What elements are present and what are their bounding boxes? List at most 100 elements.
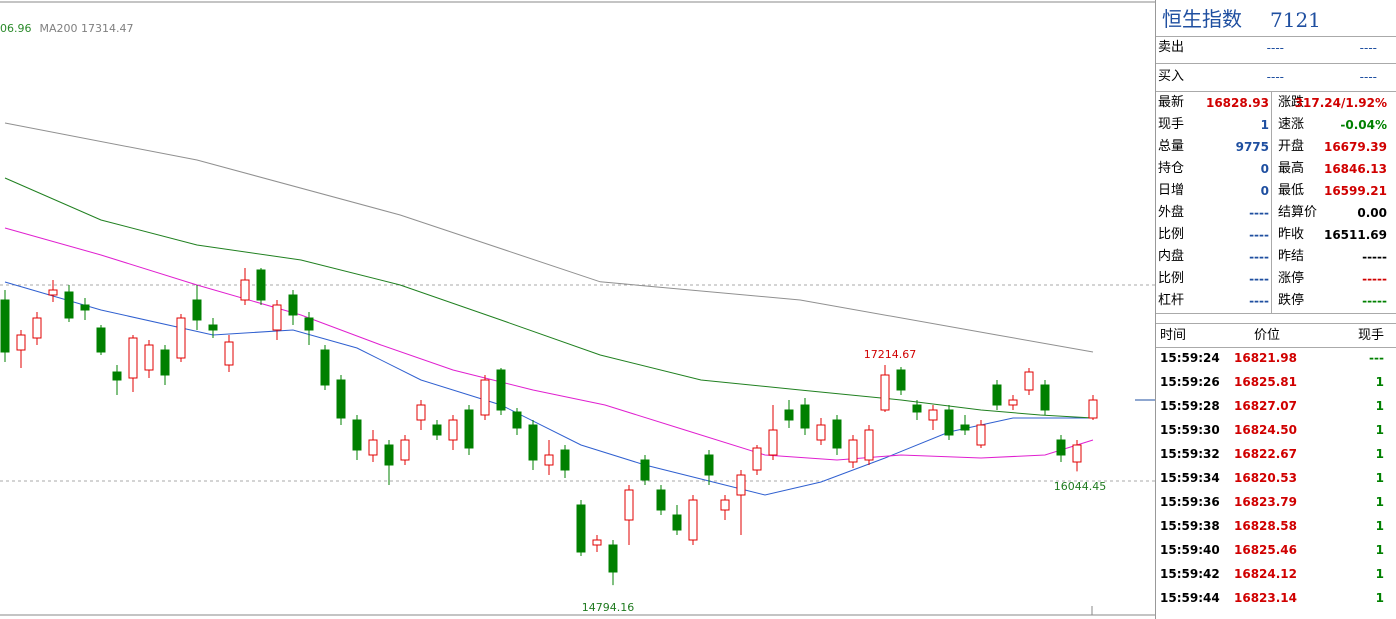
- candle-body: [1056, 439, 1066, 456]
- candle-body: [320, 349, 330, 386]
- quote-value: -----: [1362, 250, 1387, 264]
- candle-body: [688, 499, 698, 541]
- annotation: 14794.16: [582, 601, 635, 614]
- candle-body: [480, 379, 490, 416]
- tick-volume: 1: [1375, 399, 1384, 413]
- quote-label: 涨停: [1278, 271, 1305, 286]
- candle-body: [544, 454, 554, 466]
- candle-body: [192, 299, 202, 321]
- candle-body: [800, 404, 810, 429]
- quote-value: 9775: [1235, 140, 1269, 154]
- candle-body: [432, 424, 442, 436]
- order-volume: ----: [1359, 70, 1377, 84]
- quote-label: 最新: [1158, 95, 1185, 110]
- tick-volume: 1: [1375, 471, 1384, 485]
- tick-price: 16823.79: [1234, 495, 1298, 509]
- candle-body: [672, 514, 682, 531]
- quote-label: 昨收: [1278, 227, 1305, 242]
- candle-body: [224, 341, 234, 366]
- tick-volume: 1: [1375, 543, 1384, 557]
- candle-body: [752, 447, 762, 471]
- tick-price: 16821.98: [1234, 351, 1298, 365]
- quote-value: ----: [1249, 206, 1269, 220]
- quote-value: 0: [1260, 162, 1269, 176]
- candle-body: [128, 337, 138, 379]
- quote-label: 现手: [1158, 117, 1185, 132]
- candle-body: [304, 317, 314, 331]
- candle-body: [608, 544, 618, 573]
- quote-value: -0.04%: [1340, 118, 1387, 132]
- candle-body: [16, 334, 26, 351]
- tick-price: 16820.53: [1234, 471, 1298, 485]
- tick-volume: 1: [1375, 447, 1384, 461]
- quote-value: ----: [1249, 228, 1269, 242]
- candle-body: [624, 489, 634, 521]
- tick-volume: ---: [1369, 351, 1384, 365]
- column-header: 时间: [1160, 328, 1187, 343]
- tick-time: 15:59:42: [1160, 567, 1220, 581]
- candle-body: [336, 379, 346, 419]
- candle-body: [896, 369, 906, 391]
- quote-label: 比例: [1158, 227, 1185, 242]
- tick-volume: 1: [1375, 519, 1384, 533]
- tick-time: 15:59:44: [1160, 591, 1220, 605]
- candle-body: [640, 459, 650, 481]
- tick-price: 16824.12: [1234, 567, 1298, 581]
- candle-body: [288, 294, 298, 316]
- candle-body: [32, 317, 42, 339]
- candle-body: [48, 289, 58, 296]
- quote-label: 结算价: [1278, 205, 1318, 220]
- candle-body: [240, 279, 250, 301]
- candle-body: [0, 299, 10, 353]
- legend-entry: 06.96: [0, 22, 32, 35]
- candle-body: [944, 409, 954, 436]
- ma-line: [4, 122, 1094, 353]
- quote-label: 最低: [1278, 183, 1305, 198]
- candle-body: [784, 409, 794, 421]
- order-price: ----: [1266, 70, 1284, 84]
- candle-body: [496, 369, 506, 411]
- quote-value: 16846.13: [1323, 162, 1387, 176]
- divider: [1156, 91, 1396, 92]
- ma-line: [4, 177, 1094, 419]
- tick-price: 16824.50: [1234, 423, 1298, 437]
- quote-label: 持仓: [1158, 161, 1185, 176]
- candle-body: [80, 304, 90, 311]
- quote-label: 比例: [1158, 271, 1185, 286]
- divider: [1156, 36, 1396, 37]
- candle-body: [816, 424, 826, 441]
- quote-label: 最高: [1278, 161, 1305, 176]
- tick-price: 16823.14: [1234, 591, 1298, 605]
- candle-body: [912, 404, 922, 413]
- quote-value: 16599.21: [1323, 184, 1387, 198]
- candle-body: [576, 504, 586, 553]
- candle-body: [112, 371, 122, 381]
- candle-body: [880, 374, 890, 411]
- quote-panel: 恒生指数 7121 卖出 ---- ---- 买入 ---- ---- 最新 16828.93 现手…: [1155, 0, 1396, 619]
- candle-body: [384, 444, 394, 466]
- quote-value: 16511.69: [1323, 228, 1387, 242]
- candle-body: [368, 439, 378, 456]
- quote-label: 开盘: [1278, 139, 1305, 154]
- candle-body: [864, 429, 874, 461]
- quote-value: ----: [1249, 272, 1269, 286]
- candle-body: [848, 439, 858, 463]
- tick-price: 16825.46: [1234, 543, 1298, 557]
- candle-body: [144, 344, 154, 371]
- code: 7121: [1270, 8, 1321, 32]
- quote-value: ----: [1249, 250, 1269, 264]
- candle-body: [592, 539, 602, 546]
- candle-body: [992, 384, 1002, 406]
- tick-volume: 1: [1375, 375, 1384, 389]
- order-label: 买入: [1158, 69, 1185, 84]
- quote-label: 外盘: [1158, 205, 1185, 220]
- candle-body: [256, 269, 266, 301]
- candle-body: [720, 499, 730, 511]
- quote-value: 0: [1260, 184, 1269, 198]
- tick-volume: 1: [1375, 567, 1384, 581]
- candle-body: [1024, 371, 1034, 391]
- candle-body: [96, 327, 106, 353]
- quote-value: 0.00: [1357, 206, 1387, 220]
- candle-body: [736, 474, 746, 496]
